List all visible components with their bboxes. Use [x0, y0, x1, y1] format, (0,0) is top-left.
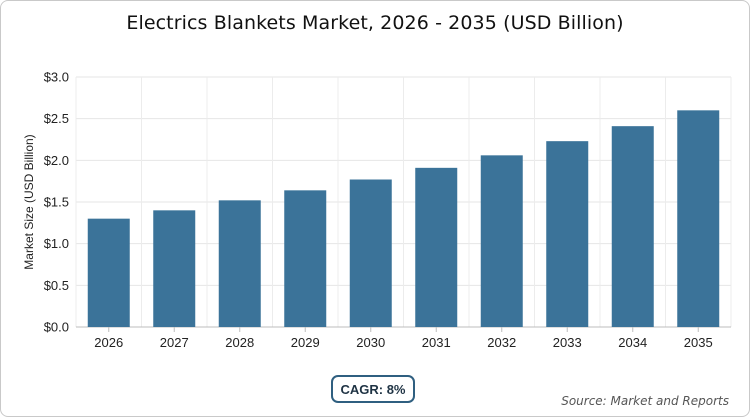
- y-axis-ticks: $0.0 $0.5 $1.0 $1.5 $2.0 $2.5 $3.0: [44, 70, 69, 335]
- x-axis-ticks: 2026 2027 2028 2029 2030 2031 2032 2033 2034 2035: [94, 327, 713, 350]
- x-tick-label: 2031: [422, 335, 451, 350]
- x-tick-label: 2035: [684, 335, 713, 350]
- bar-2032: [480, 155, 523, 327]
- y-tick-label: $2.0: [44, 153, 69, 168]
- x-tick-label: 2027: [160, 335, 189, 350]
- source-note: Source: Market and Reports: [561, 394, 729, 408]
- chart-title: Electrics Blankets Market, 2026 - 2035 (…: [126, 12, 624, 34]
- bar-2034: [611, 126, 654, 328]
- bar-2030: [349, 179, 392, 327]
- y-tick-label: $1.0: [44, 236, 69, 251]
- x-tick-label: 2026: [94, 335, 123, 350]
- x-tick-label: 2032: [487, 335, 516, 350]
- bar-2031: [415, 167, 458, 327]
- bar-2029: [284, 190, 327, 327]
- bar-2027: [153, 210, 196, 327]
- x-tick-label: 2030: [356, 335, 385, 350]
- cagr-badge: CAGR: 8%: [331, 375, 415, 403]
- x-tick-label: 2033: [553, 335, 582, 350]
- bar-2035: [677, 110, 720, 327]
- y-tick-label: $1.5: [44, 195, 69, 210]
- y-axis-label: Market Size (USD Billion): [22, 134, 36, 269]
- y-tick-label: $2.5: [44, 111, 69, 126]
- bar-2026: [87, 218, 130, 327]
- bars: [87, 110, 720, 328]
- bar-2033: [546, 141, 589, 327]
- x-tick-label: 2034: [618, 335, 647, 350]
- x-tick-label: 2028: [225, 335, 254, 350]
- y-tick-label: $3.0: [44, 70, 69, 85]
- y-tick-label: $0.0: [44, 320, 69, 335]
- grid: [75, 76, 732, 328]
- x-tick-label: 2029: [291, 335, 320, 350]
- y-tick-label: $0.5: [44, 278, 69, 293]
- bar-2028: [218, 200, 261, 327]
